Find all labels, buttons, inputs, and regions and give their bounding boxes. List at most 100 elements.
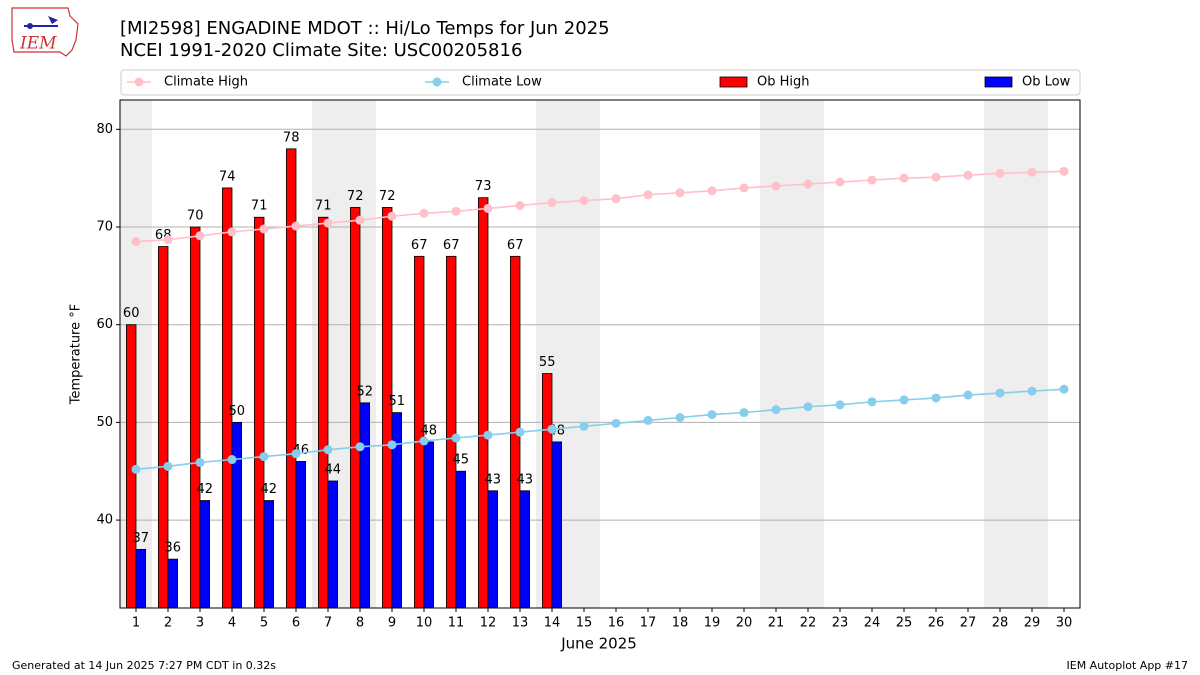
x-tick-label: 2 (164, 616, 172, 631)
x-tick-label: 29 (1024, 616, 1041, 631)
point (675, 188, 685, 198)
logo: IEM (11, 7, 79, 57)
data-label: 42 (197, 482, 214, 497)
data-label: 72 (379, 189, 396, 204)
point (547, 198, 557, 208)
x-tick-label: 11 (448, 616, 465, 631)
point (803, 179, 813, 189)
x-tick-label: 27 (960, 616, 977, 631)
point (387, 211, 397, 221)
x-tick-label: 1 (132, 616, 140, 631)
legend-swatch (432, 77, 442, 87)
point (515, 201, 525, 211)
bar (542, 373, 553, 609)
legend-swatch (719, 76, 748, 88)
x-tick-label: 4 (228, 616, 236, 631)
bar (253, 216, 265, 609)
y-tick-label: 60 (96, 317, 113, 332)
point (515, 427, 525, 437)
y-tick-label: 50 (96, 415, 113, 430)
point (867, 397, 877, 407)
data-label: 67 (507, 238, 524, 253)
data-label: 43 (517, 472, 534, 487)
footer-left: Generated at 14 Jun 2025 7:27 PM CDT in … (12, 659, 276, 672)
x-tick-label: 28 (992, 616, 1009, 631)
data-label: 60 (123, 306, 140, 321)
point (579, 421, 589, 431)
point (931, 393, 941, 403)
data-label: 51 (389, 394, 406, 409)
x-tick-label: 19 (704, 616, 721, 631)
bar (317, 216, 329, 609)
point (963, 170, 973, 180)
data-label: 52 (357, 384, 374, 399)
x-tick-label: 7 (324, 616, 332, 631)
point (131, 237, 141, 247)
point (643, 190, 653, 200)
bar (487, 490, 499, 609)
bar (327, 480, 339, 609)
point (931, 172, 941, 182)
bar (455, 470, 467, 609)
point (739, 408, 749, 418)
line (135, 388, 1065, 471)
x-tick-label: 18 (672, 616, 689, 631)
data-label: 45 (453, 453, 470, 468)
point (675, 413, 685, 422)
point (611, 194, 621, 204)
bar (295, 461, 307, 609)
point (547, 424, 557, 434)
legend-label: Ob High (757, 75, 810, 90)
point (1027, 386, 1037, 396)
x-tick-label: 14 (544, 616, 561, 631)
bar (519, 490, 531, 609)
data-label: 72 (347, 189, 364, 204)
point (483, 430, 493, 440)
point (419, 208, 429, 218)
legend-swatch (134, 77, 144, 87)
point (867, 175, 877, 185)
data-label: 50 (229, 404, 246, 419)
x-tick-label: 20 (736, 616, 753, 631)
bar (135, 548, 147, 609)
point (899, 173, 909, 183)
point (419, 436, 429, 446)
line (135, 170, 1065, 243)
data-label: 55 (539, 355, 556, 370)
x-tick-label: 17 (640, 616, 657, 631)
point (771, 405, 781, 415)
point (227, 227, 237, 237)
point (131, 464, 141, 474)
shade (1016, 100, 1048, 608)
x-tick-label: 16 (608, 616, 625, 631)
shade (984, 100, 1016, 608)
point (995, 168, 1005, 178)
point (1059, 384, 1069, 394)
point (259, 224, 269, 234)
x-tick-label: 12 (480, 616, 497, 631)
bar (477, 197, 489, 609)
x-tick-label: 26 (928, 616, 945, 631)
data-label: 70 (187, 209, 204, 224)
x-tick-label: 5 (260, 616, 268, 631)
x-tick-label: 24 (864, 616, 881, 631)
bar (189, 226, 201, 609)
point (163, 461, 173, 471)
point (291, 221, 301, 231)
y-tick-label: 80 (96, 122, 113, 137)
point (739, 183, 749, 193)
point (835, 400, 845, 410)
y-axis-label: Temperature °F (69, 304, 84, 405)
bar (551, 441, 563, 609)
point (803, 402, 813, 412)
data-label: 73 (475, 179, 492, 194)
x-tick-label: 13 (512, 616, 529, 631)
bar (285, 148, 297, 609)
bar (167, 558, 179, 609)
point (291, 449, 301, 459)
point (963, 390, 973, 400)
data-label: 37 (133, 531, 150, 546)
x-tick-label: 21 (768, 616, 785, 631)
shade (568, 100, 600, 608)
data-label: 44 (325, 463, 342, 478)
